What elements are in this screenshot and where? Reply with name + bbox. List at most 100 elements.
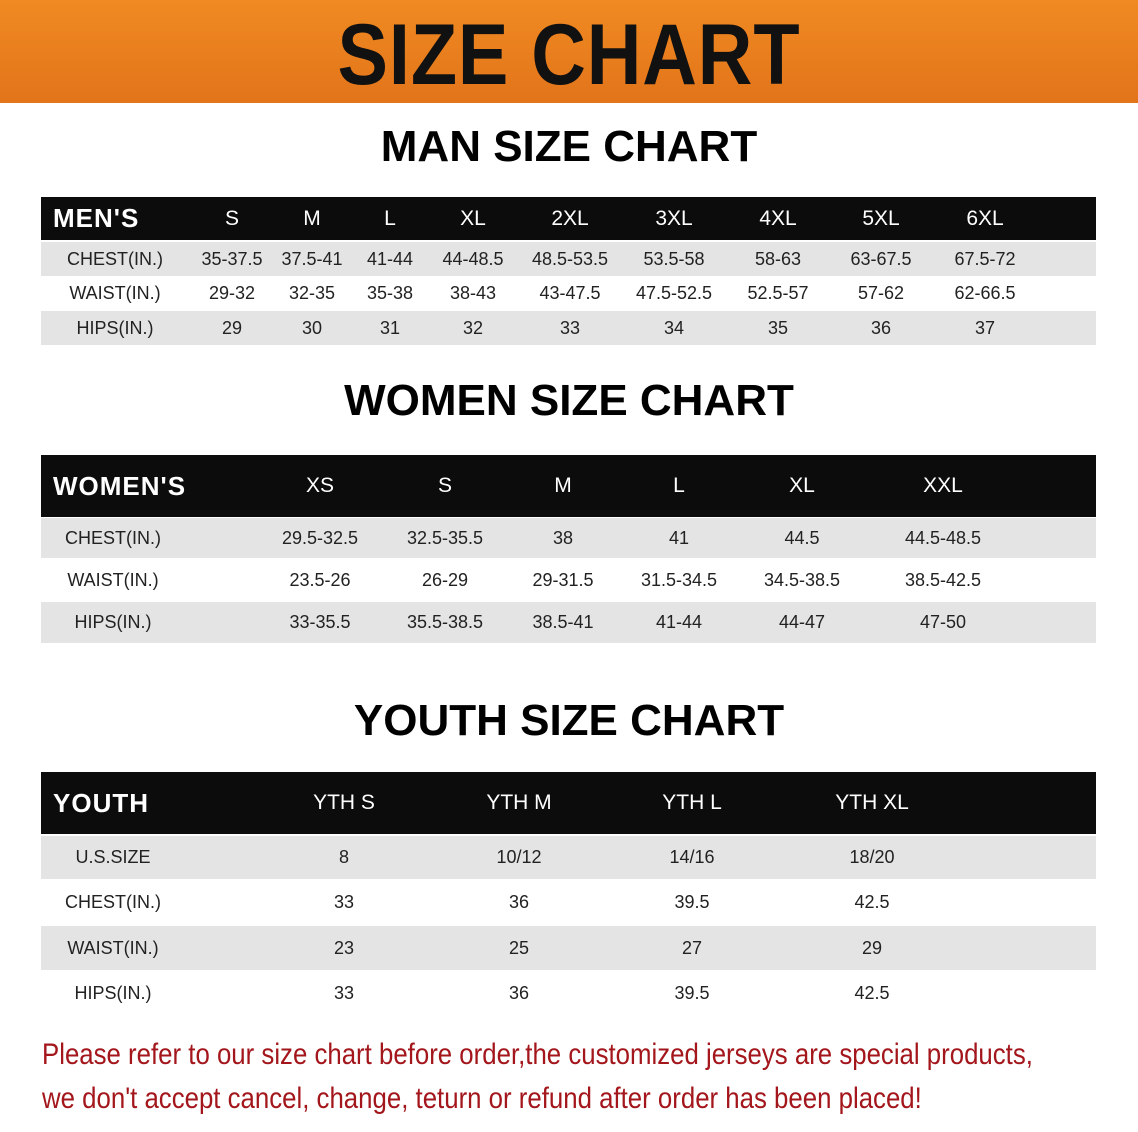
table-cell: 23 [333,937,355,958]
column-header: M [554,474,572,497]
column-header: 6XL [966,206,1004,230]
table-cell: 26-29 [421,569,469,590]
table-cell: 25 [508,937,530,958]
column-header: S [224,206,239,230]
table-cell: 41-44 [655,612,703,632]
table-cell: 33 [333,891,355,912]
table-cell: 39.5 [674,982,710,1003]
table-cell: 39.5 [674,891,710,912]
table-row: HIPS(IN.) 29 30 31 32 33 34 35 36 37 [41,311,1096,345]
table-row: CHEST(IN.) 29.5-32.5 32.5-35.5 38 41 44.5 44.5… [41,518,1096,558]
column-header: M [303,206,321,230]
women-header-row: WOMEN'S XS S M L XL XXL [41,455,1096,517]
men-header-row: MEN'S S M L XL 2XL 3XL 4XL 5XL 6XL [41,197,1096,240]
table-cell: 43-47.5 [539,283,601,303]
table-cell: 36 [508,891,530,912]
table-cell: 38-43 [449,283,497,303]
table-cell: 29 [861,937,883,958]
table-row: WAIST(IN.) 23 25 27 29 [41,926,1096,970]
table-cell: 36 [870,317,892,338]
banner: SIZE CHART [0,0,1138,103]
row-label: WAIST(IN.) [67,937,159,958]
table-cell: 42.5 [854,891,890,912]
table-cell: 23.5-26 [289,569,351,590]
banner-title: SIZE CHART [337,7,801,103]
table-cell: 41 [668,527,690,548]
column-header: XL [460,206,486,230]
table-cell: 29 [221,317,243,338]
row-label: WAIST(IN.) [67,569,159,590]
table-cell: 31 [379,317,401,338]
column-header: WOMEN'S [53,470,187,501]
table-cell: 29-32 [208,283,256,303]
table-cell: 42.5 [854,982,890,1003]
youth-header-row: YOUTH YTH S YTH M YTH L YTH XL [41,772,1096,834]
table-row: WAIST(IN.) 29-32 32-35 35-38 38-43 43-47.5 47.… [41,277,1096,310]
row-label: HIPS(IN.) [74,612,152,632]
table-cell: 57-62 [857,283,905,303]
table-cell: 38 [552,527,574,548]
column-header: YTH M [486,791,552,814]
column-header: YTH S [313,791,375,814]
column-header: XL [789,474,815,497]
table-cell: 53.5-58 [643,248,705,269]
table-cell: 35-38 [366,283,414,303]
table-cell: 36 [508,982,530,1003]
row-label: HIPS(IN.) [74,982,152,1003]
table-row: CHEST(IN.) 35-37.5 37.5-41 41-44 44-48.5 48.5… [41,242,1096,276]
table-cell: 38.5-42.5 [904,569,982,590]
table-cell: 35.5-38.5 [406,612,484,632]
table-cell: 29.5-32.5 [281,527,359,548]
column-header: 5XL [862,206,900,230]
youth-title: YOUTH SIZE CHART [353,696,785,745]
column-header: MEN'S [53,203,140,233]
table-cell: 18/20 [849,847,895,867]
table-cell: 35 [767,317,789,338]
table-cell: 32.5-35.5 [406,527,484,548]
table-cell: 37 [974,317,996,338]
table-cell: 32 [462,317,484,338]
row-label: CHEST(IN.) [65,891,161,912]
column-header: YTH L [662,791,722,814]
table-cell: 44-47 [778,612,826,632]
table-cell: 33 [333,982,355,1003]
table-cell: 29-31.5 [532,569,594,590]
column-header: YTH XL [835,791,909,814]
women-title: WOMEN SIZE CHART [344,376,794,425]
row-label: U.S.SIZE [75,847,151,867]
table-cell: 62-66.5 [954,283,1016,303]
table-row: CHEST(IN.) 33 36 39.5 42.5 [41,880,1096,924]
table-cell: 38.5-41 [532,612,594,632]
table-cell: 48.5-53.5 [531,248,609,269]
column-header: XS [305,474,334,497]
table-cell: 35-37.5 [201,248,263,269]
notice-line-1: Please refer to our size chart before or… [42,1038,1033,1071]
notice-line-2: we don't accept cancel, change, teturn o… [42,1082,922,1115]
row-label: CHEST(IN.) [65,527,161,548]
table-cell: 30 [301,317,323,338]
table-cell: 33 [559,317,581,338]
table-row: WAIST(IN.) 23.5-26 26-29 29-31.5 31.5-34.5 34… [41,560,1096,600]
column-header: S [437,474,452,497]
column-header: XXL [923,474,963,497]
table-cell: 34 [663,317,685,338]
table-cell: 8 [338,847,349,867]
table-row: HIPS(IN.) 33 36 39.5 42.5 [41,971,1096,1015]
table-cell: 67.5-72 [954,248,1016,269]
table-cell: 52.5-57 [747,283,809,303]
table-cell: 32-35 [288,283,336,303]
table-cell: 58-63 [754,248,802,269]
column-header: 2XL [551,206,589,230]
table-cell: 34.5-38.5 [763,569,841,590]
column-header: YOUTH [53,787,149,818]
column-header: L [673,474,685,497]
table-cell: 41-44 [366,248,414,269]
table-cell: 63-67.5 [850,248,912,269]
table-row: U.S.SIZE 8 10/12 14/16 18/20 [41,836,1096,879]
table-cell: 44-48.5 [442,248,504,269]
column-header: L [384,206,396,230]
row-label: WAIST(IN.) [69,283,161,303]
row-label: CHEST(IN.) [67,248,163,269]
column-header: 4XL [759,206,797,230]
row-label: HIPS(IN.) [76,317,154,338]
